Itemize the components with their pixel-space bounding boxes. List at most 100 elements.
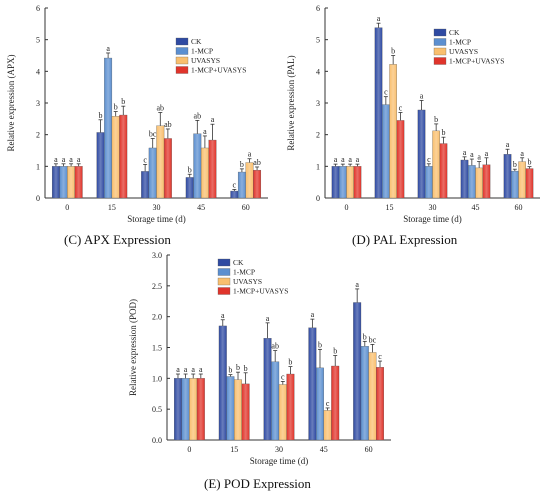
significance-letter: b — [244, 364, 248, 373]
significance-letter: b — [441, 128, 445, 137]
y-tick-label: 5 — [36, 36, 40, 45]
significance-letter: a — [470, 150, 474, 159]
significance-letter: ab — [164, 120, 172, 129]
significance-letter: a — [211, 115, 215, 124]
y-tick-label: 1 — [316, 162, 320, 171]
x-tick-label: 45 — [197, 203, 205, 212]
y-axis-label: Relative expression (POD) — [128, 299, 138, 396]
x-tick-label: 15 — [230, 445, 238, 454]
legend-swatch — [217, 277, 231, 286]
significance-letter: a — [477, 153, 481, 162]
significance-letter: c — [378, 352, 382, 361]
legend-swatch — [433, 38, 447, 46]
legend-swatch — [217, 268, 231, 276]
x-axis-label: Storage time (d) — [403, 214, 461, 224]
bar — [163, 138, 172, 199]
bar — [181, 378, 190, 441]
bar — [278, 384, 287, 441]
x-tick-label: 30 — [153, 203, 161, 212]
bar — [189, 378, 198, 441]
bar — [193, 133, 202, 199]
significance-letter: b — [288, 358, 292, 367]
significance-letter: a — [356, 155, 360, 164]
legend-swatch — [175, 66, 189, 74]
bar — [316, 367, 324, 441]
y-tick-label: 1 — [36, 162, 40, 171]
significance-letter: ab — [157, 104, 165, 113]
bar — [460, 159, 469, 199]
significance-letter: a — [377, 14, 381, 23]
significance-letter: a — [334, 155, 338, 164]
significance-letter: a — [62, 155, 66, 164]
bar — [51, 166, 60, 199]
x-axis-label: Storage time (d) — [250, 456, 308, 466]
x-tick-label: 60 — [515, 203, 523, 212]
bar — [439, 143, 448, 199]
significance-letter: c — [427, 155, 431, 164]
significance-letter: b — [99, 111, 103, 120]
significance-letter: b — [527, 158, 531, 167]
bar — [353, 302, 362, 441]
significance-letter: a — [348, 155, 352, 164]
significance-letter: a — [191, 365, 195, 374]
legend-label: UVASYS — [191, 56, 220, 65]
bar — [475, 167, 483, 199]
significance-letter: a — [106, 44, 110, 53]
y-axis-label: Relative expression (PAL) — [286, 55, 296, 150]
significance-letter: c — [281, 372, 285, 381]
significance-letter: a — [248, 150, 252, 159]
legend-label: 1-MCP+UVASYS — [233, 287, 288, 296]
significance-letter: a — [221, 311, 225, 320]
y-tick-label: 6 — [316, 4, 320, 13]
significance-letter: b — [318, 340, 322, 349]
bar — [374, 27, 383, 199]
significance-letter: b — [114, 103, 118, 112]
caption-apx: (C) APX Expression — [64, 232, 171, 247]
y-tick-label: 0.5 — [152, 405, 162, 414]
x-tick-label: 45 — [320, 445, 328, 454]
bar — [353, 166, 362, 199]
y-tick-label: 3 — [36, 99, 40, 108]
legend-label: 1-MCP — [449, 38, 471, 47]
bar — [96, 132, 105, 199]
bar — [230, 190, 239, 199]
bar — [511, 170, 519, 199]
bar — [360, 346, 369, 441]
bar — [425, 166, 433, 199]
bar — [67, 166, 76, 199]
bar — [432, 130, 440, 199]
significance-letter: a — [77, 155, 81, 164]
legend-label: CK — [233, 258, 244, 267]
significance-letter: a — [355, 280, 359, 289]
significance-letter: a — [506, 140, 510, 149]
bar — [237, 171, 246, 199]
bar — [208, 139, 217, 199]
bar — [263, 338, 272, 441]
legend-label: CK — [449, 28, 460, 37]
bar — [226, 376, 235, 441]
significance-letter: a — [341, 155, 345, 164]
legend-swatch — [217, 287, 231, 295]
legend-swatch — [175, 56, 189, 65]
significance-letter: a — [199, 365, 203, 374]
bar — [389, 64, 397, 199]
y-tick-label: 1.0 — [152, 374, 162, 383]
bar — [376, 367, 384, 441]
x-axis-label: Storage time (d) — [127, 214, 185, 224]
significance-letter: b — [240, 160, 244, 169]
bar — [245, 162, 254, 199]
bar — [185, 177, 194, 199]
x-tick-label: 0 — [345, 203, 349, 212]
bar — [468, 165, 476, 199]
legend-label: UVASYS — [233, 277, 262, 286]
significance-letter: b — [188, 165, 192, 174]
legend-swatch — [433, 57, 447, 65]
legend-label: 1-MCP+UVASYS — [449, 57, 504, 66]
significance-letter: a — [184, 365, 188, 374]
significance-letter: a — [311, 310, 315, 319]
significance-letter: b — [333, 347, 337, 356]
